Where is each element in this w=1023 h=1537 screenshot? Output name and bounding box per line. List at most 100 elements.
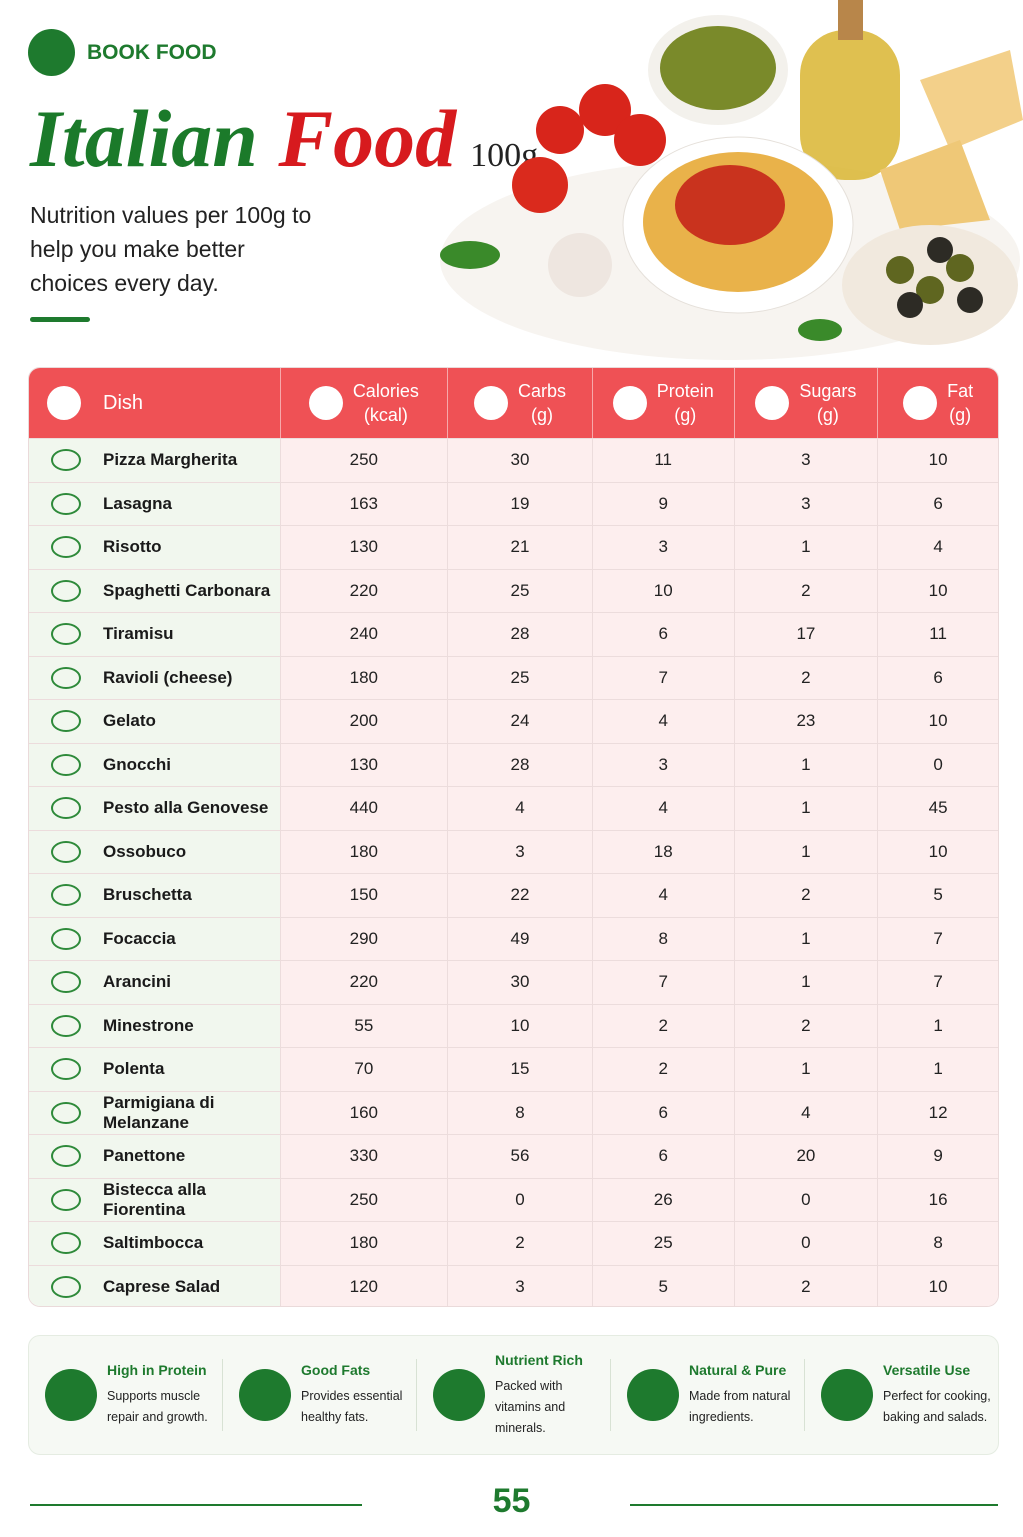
tomato	[536, 106, 584, 154]
dish-name: Gnocchi	[103, 754, 172, 774]
value-cell: 8	[878, 1222, 998, 1265]
value: 220	[349, 580, 379, 600]
value: 5	[933, 885, 943, 905]
column-name: Calories	[352, 381, 419, 401]
header-row: Dish Calories (kcal) Carbs (g) Protein (g) Suga…	[29, 368, 998, 438]
column-name: Protein	[656, 381, 714, 401]
value: 10	[928, 711, 948, 731]
page-number: 55	[492, 1482, 531, 1520]
table-row: Arancini 220 30 7 1 7	[29, 960, 998, 1004]
value: 130	[349, 537, 379, 557]
basil	[440, 241, 500, 269]
column-name: Dish	[103, 392, 144, 414]
dish-icon	[51, 884, 81, 907]
dish-icon	[51, 492, 81, 515]
value-cell: 8	[448, 1091, 593, 1134]
value-cell: 10	[592, 569, 735, 612]
value-cell: 23	[734, 700, 879, 743]
brand-icon	[28, 29, 75, 76]
dish-cell: Gelato	[29, 700, 281, 743]
value: 0	[515, 1189, 525, 1209]
brand: BOOK FOOD	[28, 29, 217, 76]
table-row: Focaccia 290 49 8 1 7	[29, 916, 998, 960]
dish-name: Risotto	[103, 537, 162, 557]
dish-name: Pesto alla Genovese	[103, 798, 269, 818]
value: 3	[515, 841, 525, 861]
brand-name: BOOK FOOD	[87, 40, 217, 64]
dish-icon	[51, 710, 81, 733]
value-cell: 130	[280, 743, 449, 786]
tomato	[512, 157, 568, 213]
dish-name: Lasagna	[103, 493, 172, 513]
value-cell: 6	[592, 1091, 735, 1134]
feature: High in Protein Supports muscle repair an…	[29, 1359, 223, 1431]
feature-body: High in Protein Supports muscle repair an…	[107, 1362, 222, 1428]
value-cell: 22	[448, 874, 593, 917]
dish-name: Caprese Salad	[103, 1276, 221, 1296]
dish-icon	[51, 536, 81, 559]
value-cell: 1	[878, 1004, 998, 1047]
value-cell: 250	[280, 439, 449, 482]
value-cell: 163	[280, 482, 449, 525]
table-row: Spaghetti Carbonara 220 25 10 2 10	[29, 568, 998, 612]
dish-cell: Tiramisu	[29, 613, 281, 656]
value: 0	[801, 1189, 811, 1209]
value: 15	[510, 1059, 530, 1079]
value: 1	[801, 754, 811, 774]
dish-name: Bruschetta	[103, 885, 192, 905]
dish-cell: Minestrone	[29, 1004, 281, 1047]
cheese	[880, 140, 990, 230]
cheese	[920, 50, 1023, 150]
value-cell: 130	[280, 526, 449, 569]
table-row: Parmigiana di Melanzane 160 8 6 4 12	[29, 1090, 998, 1134]
value-cell: 4	[734, 1091, 879, 1134]
value-cell: 6	[592, 613, 735, 656]
value: 6	[658, 1102, 668, 1122]
value-cell: 26	[592, 1178, 735, 1221]
value: 1	[933, 1059, 943, 1079]
value-cell: 2	[592, 1004, 735, 1047]
value: 2	[801, 885, 811, 905]
dish-name: Parmigiana di Melanzane	[103, 1092, 215, 1132]
value-cell: 6	[592, 1135, 735, 1178]
dish-name: Spaghetti Carbonara	[103, 580, 271, 600]
oil-bottle	[800, 30, 900, 180]
dish-name: Bistecca alla Fiorentina	[103, 1179, 207, 1219]
value-cell: 3	[448, 1265, 593, 1306]
value: 6	[933, 667, 943, 687]
value-cell: 10	[878, 439, 998, 482]
dish-icon	[51, 579, 81, 602]
value: 7	[658, 972, 668, 992]
feature: Versatile Use Perfect for cooking, baking…	[805, 1359, 998, 1431]
value: 10	[653, 580, 673, 600]
column-icon	[612, 386, 647, 420]
value: 150	[349, 885, 379, 905]
value: 10	[928, 1276, 948, 1296]
value: 1	[933, 1015, 943, 1035]
dish-icon	[51, 449, 81, 472]
value: 4	[801, 1102, 811, 1122]
value: 163	[349, 493, 379, 513]
header-cell: Fat (g)	[878, 368, 998, 438]
column-label: Sugars (g)	[799, 379, 856, 427]
cork	[838, 0, 863, 40]
tomato	[614, 114, 666, 166]
dish-icon	[51, 1232, 81, 1255]
header-cell: Dish	[29, 368, 281, 438]
value: 24	[510, 711, 530, 731]
table-row: Minestrone 55 10 2 2 1	[29, 1003, 998, 1047]
value-cell: 11	[878, 613, 998, 656]
value: 2	[801, 580, 811, 600]
value-cell: 17	[734, 613, 879, 656]
value-cell: 9	[878, 1135, 998, 1178]
value: 19	[510, 493, 530, 513]
value: 4	[933, 537, 943, 557]
value: 2	[515, 1233, 525, 1253]
dish-name: Gelato	[103, 711, 156, 731]
value-cell: 10	[878, 830, 998, 873]
value: 3	[801, 493, 811, 513]
value-cell: 0	[448, 1178, 593, 1221]
column-icon	[47, 386, 81, 420]
olives	[886, 237, 983, 318]
value: 10	[928, 841, 948, 861]
